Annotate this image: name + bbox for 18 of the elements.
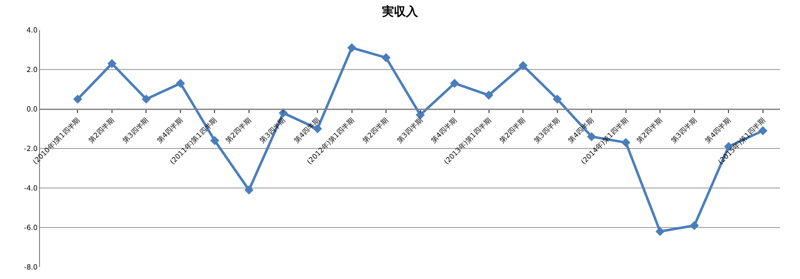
point (690, 220, 699, 230)
point (107, 59, 116, 68)
point (347, 43, 356, 52)
point (210, 136, 220, 146)
point (621, 138, 630, 148)
point (656, 226, 665, 236)
point (450, 78, 460, 88)
point (176, 78, 186, 88)
point (73, 94, 82, 104)
point (587, 132, 596, 142)
point (518, 61, 528, 70)
point (278, 108, 288, 118)
chart-title: 実収入 (381, 4, 419, 18)
point (484, 90, 494, 100)
point (552, 94, 562, 104)
point (244, 185, 254, 195)
point (381, 53, 391, 62)
point (142, 94, 151, 104)
